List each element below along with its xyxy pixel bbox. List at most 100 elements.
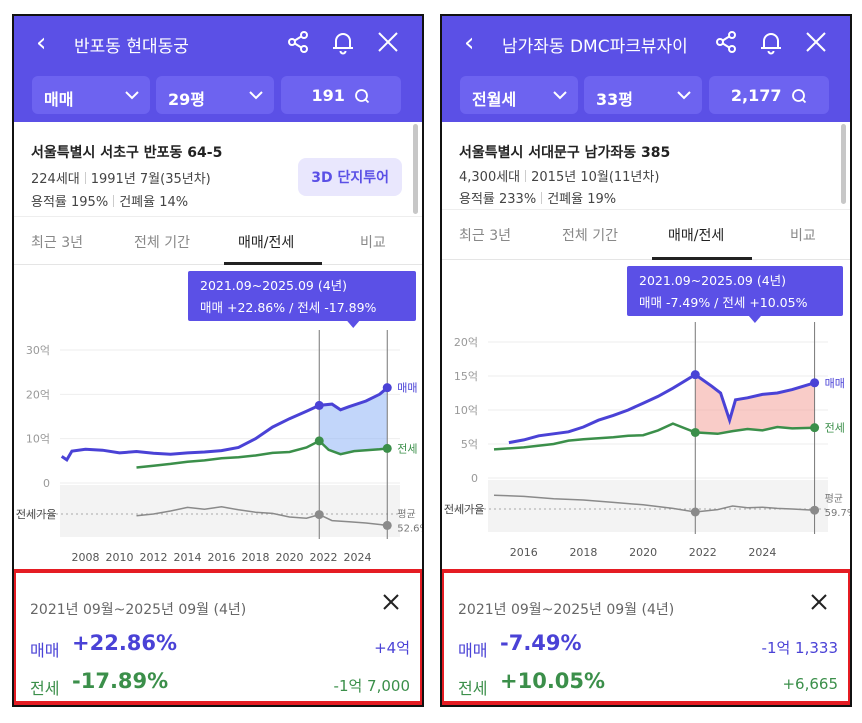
3d-tour-button[interactable]: 3D 단지투어 (298, 158, 402, 196)
comment-icon (355, 89, 370, 104)
close-icon[interactable] (382, 593, 400, 611)
jeonse-change-amount: -1억 7,000 (333, 677, 410, 695)
active-tab-indicator (652, 257, 752, 260)
series-line-sale (508, 372, 816, 445)
deal-type-label: 전월세 (472, 90, 517, 109)
tooltip-arrow (748, 316, 761, 323)
jeonse-label: 전세 (30, 679, 60, 698)
sale-point (810, 378, 820, 388)
ratio-point (382, 520, 392, 530)
x-tick-label: 2022 (310, 551, 338, 564)
y-tick-label: 5억 (461, 438, 478, 451)
filter-bar: 매매 29평 191 (14, 73, 422, 122)
sale-label: 매매 (30, 641, 60, 660)
tab-recent-3y[interactable]: 최근 3년 (31, 235, 83, 251)
comment-count-button[interactable]: 191 (281, 76, 401, 114)
households: 224세대 (31, 172, 80, 187)
apartment-panel-left: ‹ 반포동 현대동궁 매매 29평 191 서울특별시 서초구 반포동 64-5… (12, 14, 424, 707)
summary-row-sale: 매매 +22.86% +4억 (30, 631, 410, 661)
tab-all-period[interactable]: 전체 기간 (134, 235, 190, 251)
size-select[interactable]: 33평 (584, 76, 702, 114)
series-line-jeonse (136, 439, 388, 469)
deal-type-select[interactable]: 매매 (32, 76, 150, 114)
y-tick-label: 15억 (454, 370, 478, 383)
x-tick-label: 2016 (510, 546, 538, 559)
ratio-average-label: 평균 (825, 493, 843, 505)
share-icon[interactable] (284, 28, 312, 56)
jeonse-point (690, 427, 700, 437)
jeonse-label: 전세 (458, 679, 488, 698)
chevron-down-icon (249, 91, 263, 100)
divider (541, 192, 543, 204)
x-tick-label: 2012 (140, 551, 168, 564)
active-tab-indicator (224, 262, 322, 265)
divider (84, 172, 86, 184)
summary-range: 2021년 09월~2025년 09월 (4년) (458, 602, 675, 618)
x-tick-label: 2018 (242, 551, 270, 564)
address: 서울특별시 서초구 반포동 64-5 (31, 145, 223, 161)
ratio-average-value: 52.6% (397, 523, 422, 534)
jeonse-change-pct: +10.05% (500, 669, 606, 693)
tab-compare[interactable]: 비교 (790, 228, 816, 244)
app-header: ‹ 남가좌동 DMC파크뷰자이 (442, 16, 850, 73)
chart-tabs: 최근 3년 전체 기간 매매/전세 비교 (442, 210, 850, 260)
x-tick-label: 2024 (748, 546, 776, 559)
price-chart[interactable]: 0 5억 10억 15억 20억 2016 2018 2020 2022 2024 전세가율 매매전세… (442, 260, 850, 570)
scrollbar[interactable] (413, 124, 418, 214)
summary-row-jeonse: 전세 -17.89% -1억 7,000 (30, 669, 410, 699)
tab-sale-jeonse[interactable]: 매매/전세 (238, 235, 295, 251)
y-tick-label: 10억 (454, 404, 478, 417)
tab-compare[interactable]: 비교 (360, 235, 386, 251)
series-line-ratio (136, 506, 388, 527)
sale-change-pct: -7.49% (500, 631, 582, 655)
back-icon[interactable]: ‹ (36, 28, 47, 58)
size-select[interactable]: 29평 (156, 76, 274, 114)
price-chart[interactable]: 0 10억 20억 30억 2008 2010 2012 2014 2016 2018 2020 20… (14, 265, 422, 575)
ratio-average-label: 평균 (397, 508, 415, 520)
tooltip-range: 2021.09~2025.09 (4년) (200, 278, 347, 293)
jeonse-change-amount: +6,665 (782, 675, 838, 693)
comment-count-button[interactable]: 2,177 (709, 76, 829, 114)
selection-area (695, 374, 815, 434)
close-icon[interactable] (802, 28, 830, 56)
tooltip-box (627, 266, 843, 316)
sale-point (690, 370, 700, 380)
tooltip-box (188, 271, 416, 321)
tab-recent-3y[interactable]: 최근 3년 (459, 228, 511, 244)
bell-icon[interactable] (757, 28, 785, 56)
close-icon[interactable] (810, 593, 828, 611)
bell-icon[interactable] (329, 28, 357, 56)
tab-sale-jeonse[interactable]: 매매/전세 (668, 228, 725, 244)
share-icon[interactable] (712, 28, 740, 56)
sale-point (382, 383, 392, 393)
info-line-2: 용적률 195% 건폐율 14% (31, 191, 188, 210)
close-icon[interactable] (374, 28, 402, 56)
y-tick-label: 0 (471, 472, 478, 485)
sale-label: 매매 (458, 641, 488, 660)
x-tick-label: 2022 (689, 546, 717, 559)
divider (113, 195, 115, 207)
y-tick-label: 0 (43, 477, 50, 490)
chevron-down-icon (125, 91, 139, 100)
complex-info: 서울특별시 서대문구 남가좌동 385 4,300세대 2015년 10월(11년… (442, 122, 850, 210)
summary-row-jeonse: 전세 +10.05% +6,665 (458, 669, 838, 699)
ratio-point (690, 507, 700, 517)
deal-type-select[interactable]: 전월세 (460, 76, 578, 114)
ratio-average-value: 59.7% (825, 508, 850, 519)
scrollbar[interactable] (841, 124, 846, 204)
tooltip-range: 2021.09~2025.09 (4년) (639, 273, 786, 288)
built-date: 1991년 7월(35년차) (90, 172, 211, 187)
tab-all-period[interactable]: 전체 기간 (562, 228, 618, 244)
selection-area (319, 387, 388, 455)
change-summary: 2021년 09월~2025년 09월 (4년) 매매 -7.49% -1억 1… (442, 569, 850, 705)
comment-count: 2,177 (730, 86, 782, 105)
back-icon[interactable]: ‹ (464, 28, 475, 58)
series-line-jeonse (493, 422, 815, 451)
info-line-2: 용적률 233% 건폐율 19% (459, 188, 616, 207)
sale-point (314, 400, 324, 410)
size-label: 33평 (596, 90, 633, 109)
households: 4,300세대 (459, 170, 521, 185)
legend-jeonse: 전세 (397, 442, 417, 455)
ratio-point (314, 510, 324, 520)
y-tick-label: 10억 (26, 433, 50, 446)
